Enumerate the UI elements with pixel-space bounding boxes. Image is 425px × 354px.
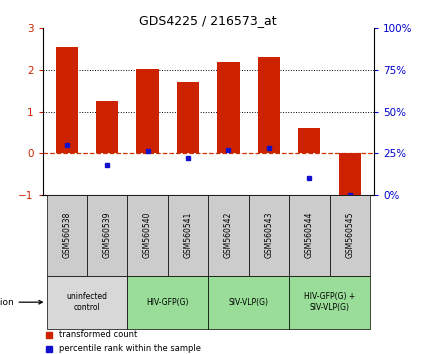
Text: transformed count: transformed count: [59, 330, 137, 339]
Polygon shape: [47, 276, 128, 329]
Text: HIV-GFP(G) +
SIV-VLP(G): HIV-GFP(G) + SIV-VLP(G): [304, 292, 355, 312]
Text: GSM560542: GSM560542: [224, 212, 233, 258]
Text: GSM560539: GSM560539: [103, 212, 112, 258]
Text: percentile rank within the sample: percentile rank within the sample: [59, 344, 201, 353]
Text: GSM560538: GSM560538: [62, 212, 71, 258]
Polygon shape: [289, 276, 370, 329]
Polygon shape: [87, 195, 128, 276]
Text: HIV-GFP(G): HIV-GFP(G): [147, 298, 189, 307]
Text: GSM560540: GSM560540: [143, 212, 152, 258]
Polygon shape: [168, 195, 208, 276]
Polygon shape: [208, 276, 289, 329]
Bar: [136, 69, 159, 153]
Text: GSM560541: GSM560541: [184, 212, 193, 258]
Bar: [56, 47, 78, 153]
Text: GSM560543: GSM560543: [264, 212, 273, 258]
Title: GDS4225 / 216573_at: GDS4225 / 216573_at: [139, 14, 277, 27]
Text: uninfected
control: uninfected control: [66, 292, 108, 312]
Polygon shape: [249, 195, 289, 276]
Polygon shape: [47, 195, 87, 276]
Polygon shape: [208, 195, 249, 276]
Polygon shape: [329, 195, 370, 276]
Bar: [217, 62, 240, 153]
Text: GSM560545: GSM560545: [345, 212, 354, 258]
Bar: [258, 57, 280, 153]
Text: infection: infection: [0, 298, 42, 307]
Bar: [339, 153, 361, 195]
Bar: [298, 128, 320, 153]
Polygon shape: [128, 195, 168, 276]
Bar: [177, 81, 199, 153]
Polygon shape: [289, 195, 329, 276]
Bar: [96, 101, 118, 153]
Text: GSM560544: GSM560544: [305, 212, 314, 258]
Polygon shape: [128, 276, 208, 329]
Text: SIV-VLP(G): SIV-VLP(G): [229, 298, 269, 307]
